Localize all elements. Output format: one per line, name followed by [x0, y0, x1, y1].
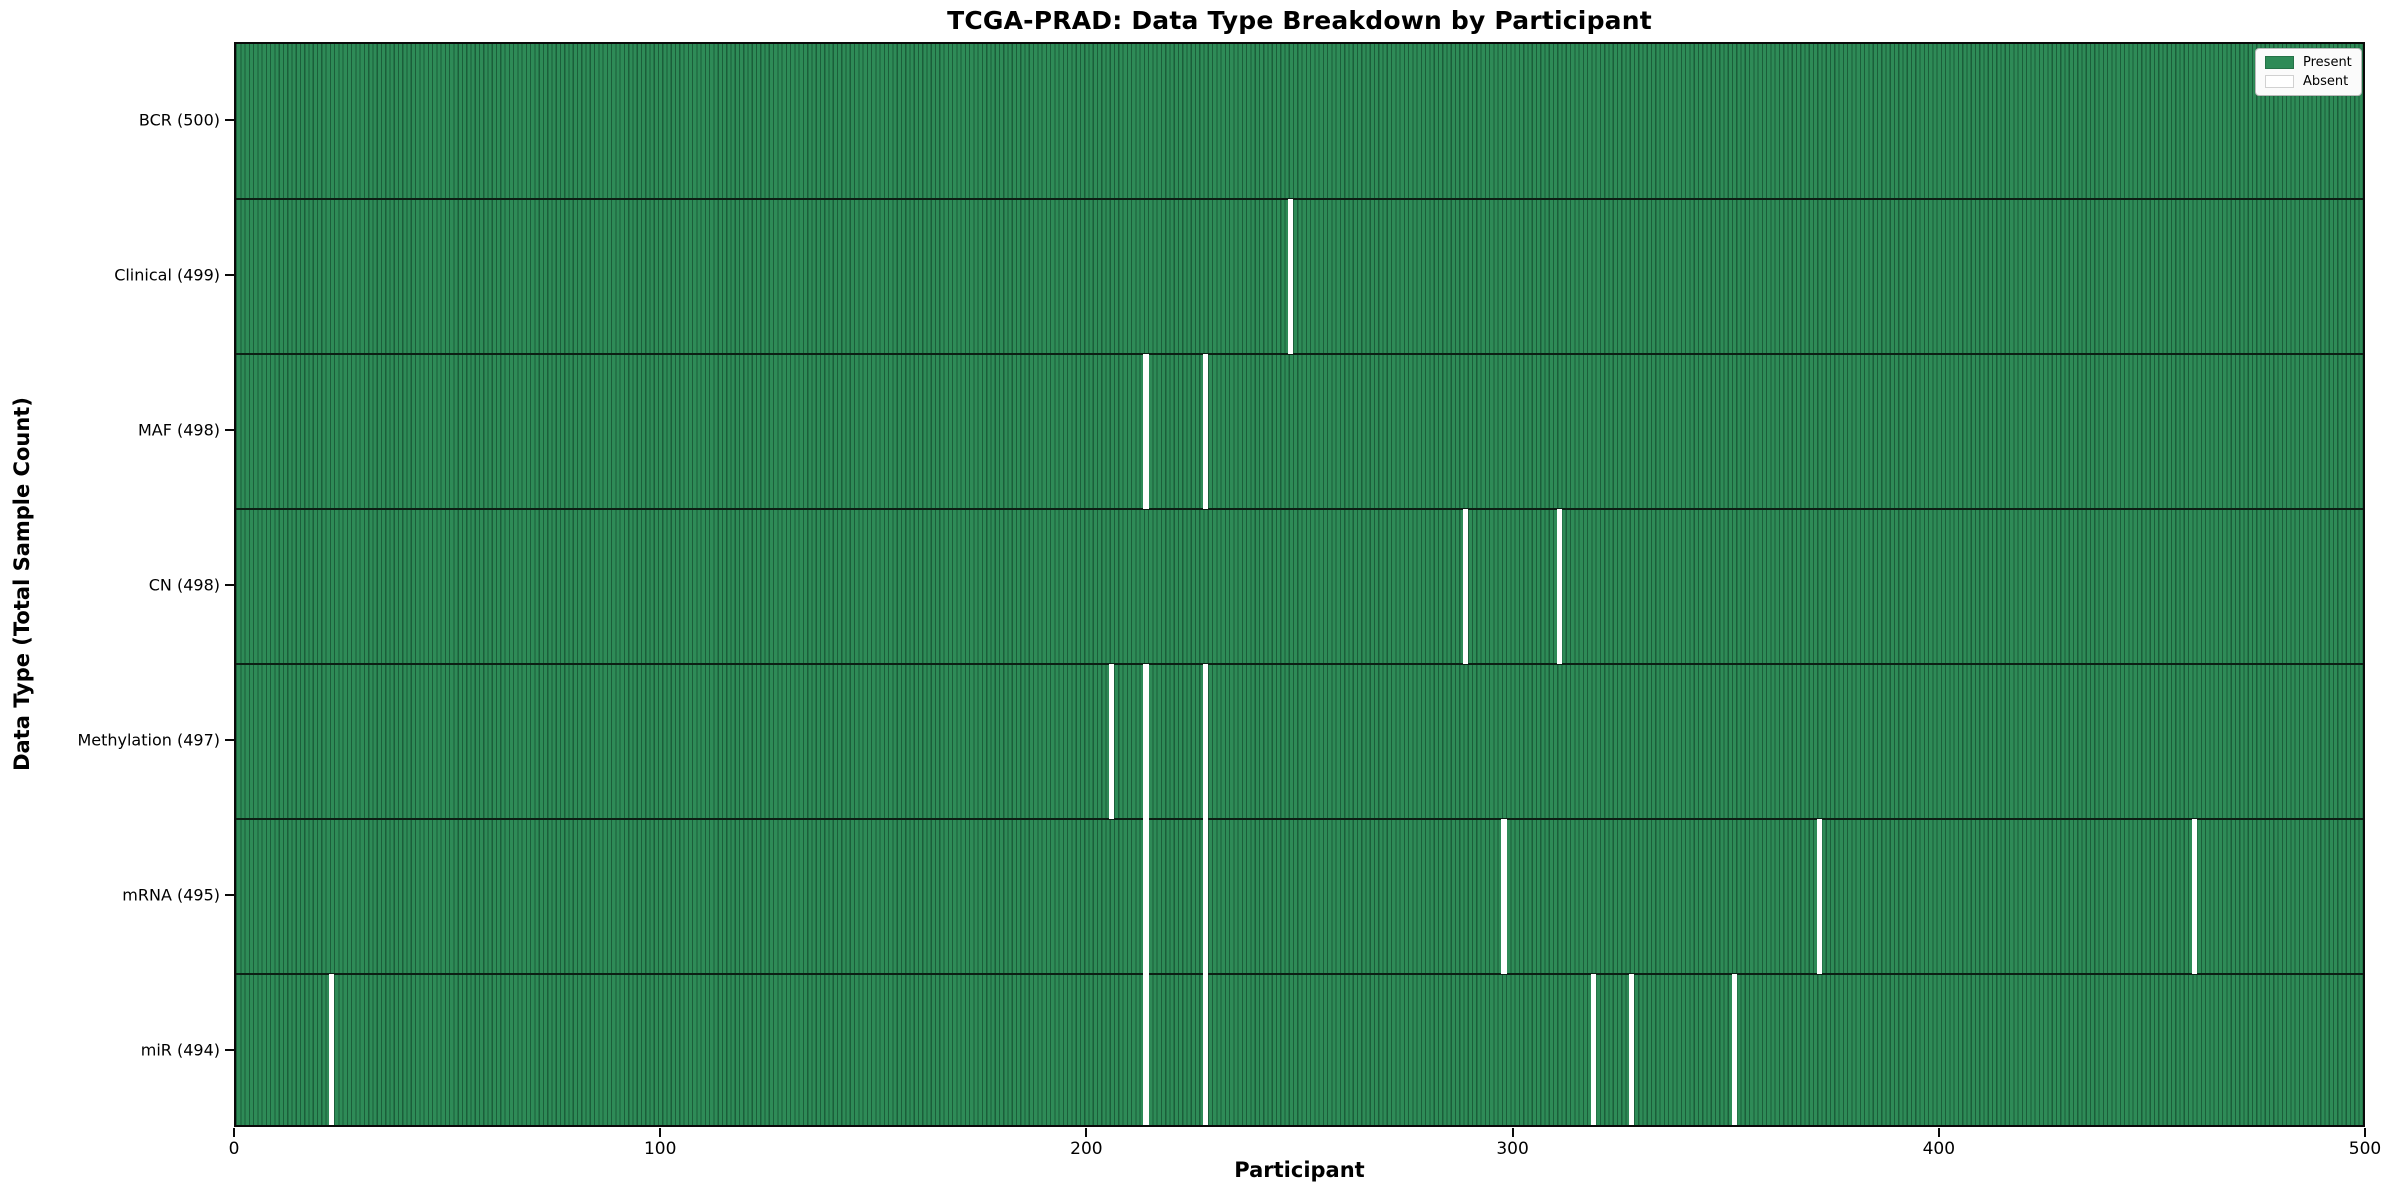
legend-swatch-absent [2265, 75, 2294, 88]
x-tick-mark [2364, 1128, 2366, 1137]
y-tick-mark [225, 273, 234, 276]
chart-title: TCGA-PRAD: Data Type Breakdown by Partic… [947, 6, 1652, 35]
legend-entry-absent: Absent [2265, 74, 2352, 89]
absent-gap [1816, 819, 1822, 974]
y-tick-label: miR (494) [140, 1040, 220, 1059]
y-tick-label: Clinical (499) [114, 265, 220, 284]
row-separator [236, 198, 2363, 200]
row-separator [236, 353, 2363, 355]
x-tick-label: 0 [228, 1139, 240, 1159]
row-separator [236, 973, 2363, 975]
absent-gap [1143, 819, 1149, 974]
y-tick-mark [225, 893, 234, 896]
x-tick-label: 100 [643, 1139, 677, 1159]
x-tick-label: 300 [1496, 1139, 1529, 1159]
absent-gap [1288, 199, 1294, 354]
x-axis-label: Participant [1234, 1158, 1365, 1182]
absent-gap [2191, 819, 2197, 974]
absent-gap [1203, 819, 1209, 974]
absent-gap [1731, 974, 1737, 1125]
absent-gap [329, 974, 335, 1125]
y-tick-mark [225, 118, 234, 121]
absent-gap [1109, 664, 1115, 819]
y-tick-mark [225, 738, 234, 741]
x-tick-label: 500 [2348, 1139, 2382, 1159]
y-tick-mark [225, 1048, 234, 1051]
y-tick-mark [225, 583, 234, 586]
y-tick-label: Methylation (497) [77, 730, 220, 749]
y-tick-label: MAF (498) [137, 420, 220, 439]
absent-gap [1463, 509, 1469, 664]
x-tick-mark [233, 1128, 235, 1137]
row-separator [236, 663, 2363, 665]
x-tick-label: 400 [1922, 1139, 1956, 1159]
legend-label: Absent [2303, 74, 2349, 89]
row-separator [236, 818, 2363, 820]
absent-gap [1143, 354, 1149, 509]
legend-swatch-present [2265, 56, 2294, 69]
legend-label: Present [2303, 55, 2352, 70]
row-separator [236, 508, 2363, 510]
y-tick-label: CN (498) [148, 575, 220, 594]
absent-gap [1203, 354, 1209, 509]
legend-entry-present: Present [2265, 55, 2352, 70]
absent-gap [1203, 974, 1209, 1125]
absent-gap [1590, 974, 1597, 1125]
y-tick-mark [225, 428, 234, 431]
plot-area [234, 42, 2365, 1127]
x-tick-mark [1085, 1128, 1088, 1137]
y-tick-label: mRNA (495) [122, 885, 220, 904]
x-tick-mark [659, 1128, 662, 1137]
absent-gap [1629, 974, 1635, 1125]
absent-gap [1501, 819, 1507, 974]
absent-gap [1203, 664, 1209, 819]
legend: Present Absent [2255, 48, 2362, 96]
absent-gap [1143, 664, 1149, 819]
absent-gap [1143, 974, 1149, 1125]
x-tick-mark [1511, 1128, 1514, 1137]
x-tick-label: 200 [1070, 1139, 1103, 1159]
absent-gap [1556, 509, 1562, 664]
y-tick-label: BCR (500) [138, 110, 220, 129]
x-tick-mark [1937, 1128, 1940, 1137]
